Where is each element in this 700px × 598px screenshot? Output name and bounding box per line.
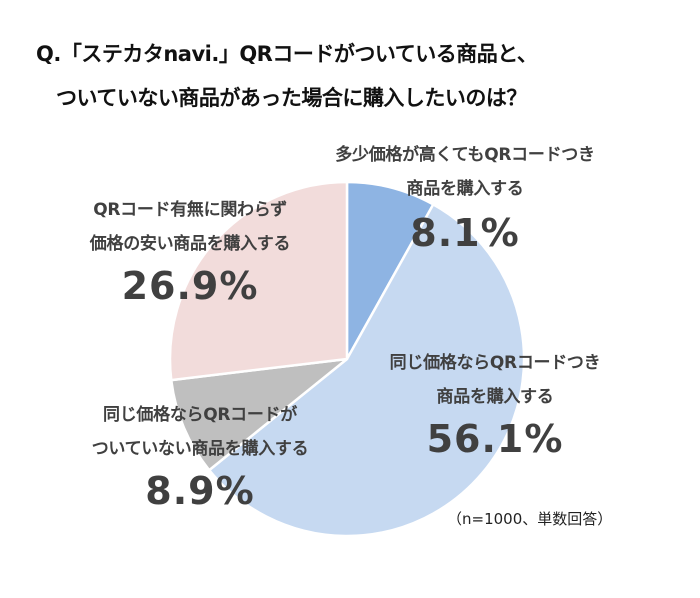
- chart-title-line-2: ついていない商品があった場合に購入したいのは？: [56, 86, 527, 110]
- slice-no-qr-same-price: [170, 357, 349, 472]
- label-text-line-2: 商品を購入する: [406, 179, 524, 199]
- slice-label-no-qr-same-price: 同じ価格ならQRコードが ついていない商品を購入する 8.9%: [50, 398, 350, 516]
- label-percent: 8.9%: [145, 469, 255, 513]
- label-text-line-1: 多少価格が高くてもQRコードつき: [335, 145, 595, 165]
- label-text-line-1: 同じ価格ならQRコードが: [103, 405, 297, 425]
- slice-label-qr-same-price: 同じ価格ならQRコードつき 商品を購入する 56.1%: [345, 346, 645, 464]
- slice-label-cheapest-regardless: QRコード有無に関わらず 価格の安い商品を購入する 26.9%: [40, 193, 340, 311]
- slice-qr-same-price: [207, 203, 526, 538]
- slice-cheapest-regardless: [168, 180, 349, 382]
- label-text-line-2: 商品を購入する: [436, 387, 554, 407]
- label-text-line-1: 同じ価格ならQRコードつき: [389, 353, 601, 373]
- label-text-line-2: ついていない商品を購入する: [91, 439, 309, 459]
- label-text-line-2: 価格の安い商品を購入する: [89, 234, 291, 254]
- slice-label-qr-even-if-pricier: 多少価格が高くてもQRコードつき 商品を購入する 8.1%: [300, 138, 630, 258]
- label-text-line-1: QRコード有無に関わらず: [93, 200, 287, 220]
- slice-qr-even-if-pricier: [345, 180, 435, 361]
- label-percent: 56.1%: [426, 417, 564, 461]
- label-percent: 26.9%: [121, 264, 259, 308]
- label-percent: 8.1%: [410, 211, 520, 255]
- chart-title-line-1: Q.「ステカタnavi.」QRコードがついている商品と、: [36, 42, 538, 66]
- sample-note: （n=1000、単数回答）: [447, 510, 613, 528]
